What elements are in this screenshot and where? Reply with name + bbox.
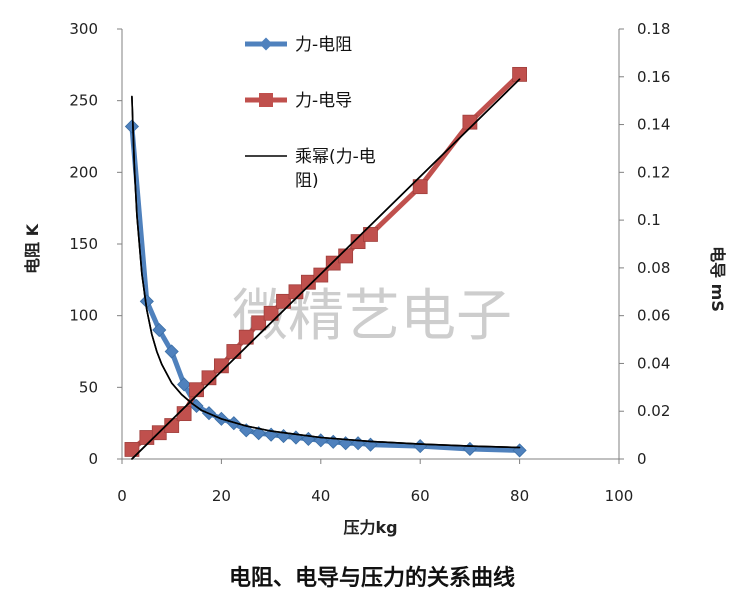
y-tick-label: 300	[69, 20, 98, 38]
resistance-point	[152, 322, 167, 338]
conductance-point	[412, 179, 428, 195]
x-tick-label: 40	[311, 487, 330, 505]
legend-label: 力-电阻	[295, 35, 352, 55]
y2-tick-label: 0	[637, 450, 647, 468]
conductance-point	[213, 358, 229, 374]
conductance-point	[363, 227, 378, 242]
fit-line-2	[131, 96, 520, 449]
resistance-point	[313, 433, 328, 448]
y2-tick-label: 0.02	[637, 402, 670, 420]
legend-marker-diamond	[259, 37, 273, 51]
x-tick-label: 60	[411, 487, 430, 505]
conductance-point	[325, 255, 341, 271]
resistance-point	[351, 436, 366, 451]
y2-tick-label: 0.08	[637, 259, 670, 277]
x-tick-group: 0 20 40 60 80 100	[117, 459, 633, 505]
resistance-point	[164, 344, 179, 359]
y-axis-title: 电阻 K	[23, 223, 42, 274]
y-tick-label: 0	[88, 450, 98, 468]
y-tick-label: 50	[79, 378, 98, 396]
y-tick-label: 150	[69, 235, 98, 253]
conductance-point	[226, 344, 242, 359]
conductance-point	[238, 329, 254, 345]
resistance-point	[301, 431, 316, 446]
x-tick-label: 100	[605, 487, 634, 505]
resistance-point	[177, 377, 192, 392]
conductance-point	[512, 66, 527, 82]
y2-tick-label: 0.18	[637, 20, 670, 38]
series-layer	[124, 66, 527, 460]
legend-marker-square	[259, 93, 273, 107]
resistance-point	[363, 437, 378, 452]
legend-label: 力-电导	[295, 91, 352, 111]
resistance-point	[413, 439, 428, 454]
y-tick-label: 100	[69, 307, 98, 325]
resistance-point	[124, 119, 140, 134]
resistance-point	[326, 434, 341, 449]
y2-tick-label: 0.1	[637, 211, 661, 229]
y2-axis-title: 电导 mS	[708, 246, 727, 312]
conductance-point	[338, 248, 354, 264]
conductance-point	[263, 305, 279, 321]
y2-tick-label: 0.12	[637, 163, 670, 181]
y-tick-label: 200	[69, 163, 98, 181]
y2-tick-label: 0.06	[637, 307, 670, 325]
y2-tick-group: 0 0.02 0.04 0.06 0.08 0.1 0.12 0.14 0.16 0.18	[619, 20, 670, 468]
resistance-point	[512, 443, 527, 458]
conductance-point	[251, 315, 267, 331]
conductance-point	[288, 284, 304, 300]
conductance-point	[164, 418, 180, 433]
conductance-point	[139, 430, 155, 445]
x-tick-label: 20	[212, 487, 231, 505]
conductance-point	[462, 114, 478, 130]
fit-line-3	[131, 78, 521, 460]
y-tick-group: 0 50 100 150 200 250 300	[69, 20, 122, 468]
conductance-point	[276, 293, 291, 309]
x-axis-title: 压力kg	[343, 518, 397, 537]
resistance-point	[462, 441, 477, 457]
x-tick-label: 0	[117, 487, 127, 505]
conductance-point	[201, 370, 217, 386]
conductance-point	[124, 442, 140, 457]
y-tick-label: 250	[69, 92, 98, 110]
chart-caption: 电阻、电导与压力的关系曲线	[229, 565, 515, 591]
y2-tick-label: 0.04	[637, 354, 670, 372]
y2-tick-label: 0.16	[637, 68, 670, 86]
y2-tick-label: 0.14	[637, 116, 670, 134]
x-tick-label: 80	[510, 487, 529, 505]
legend-label: 乘幂(力-电阻)	[295, 147, 376, 191]
